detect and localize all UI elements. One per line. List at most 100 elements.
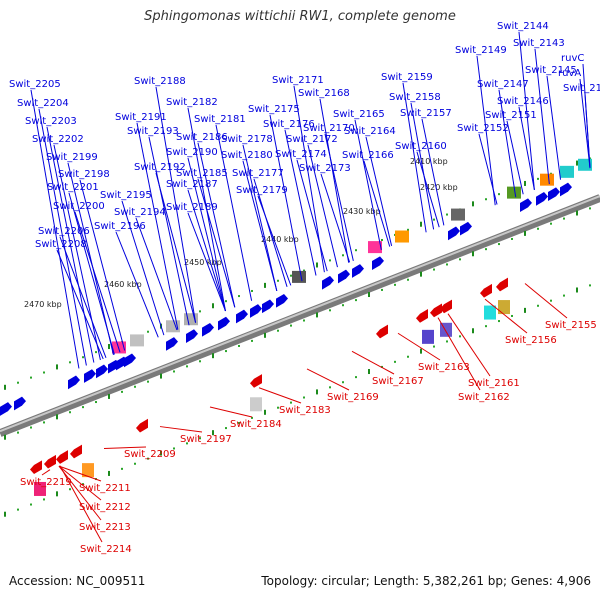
reverse-gene-label: Swit_2212: [79, 502, 131, 513]
scale-tick: [563, 294, 565, 297]
position-label: 2440 kbp: [261, 235, 299, 244]
scale-tick: [498, 193, 500, 196]
scale-tick: [69, 411, 71, 414]
scale-tick: [212, 430, 214, 436]
scale-tick: [355, 299, 357, 302]
forward-gene-arrow: [236, 309, 248, 324]
scale-tick: [576, 287, 578, 293]
scale-tick: [264, 282, 266, 288]
scale-tick: [316, 262, 318, 268]
scale-tick: [4, 384, 6, 390]
forward-gene-arrow: [0, 402, 12, 416]
scale-tick: [147, 330, 149, 333]
scale-tick: [290, 401, 292, 404]
forward-gene-label: Swit_2196: [94, 221, 146, 232]
scale-tick: [446, 263, 448, 266]
reverse-gene-label: Swit_2161: [468, 378, 520, 389]
scale-tick: [394, 283, 396, 286]
forward-gene-label: ruvC: [561, 53, 584, 64]
forward-gene-connector: [38, 108, 87, 366]
scale-tick: [550, 222, 552, 225]
scale-tick: [43, 421, 45, 424]
scale-tick: [251, 416, 253, 419]
forward-gene-connector: [584, 93, 591, 169]
forward-gene-label: Swit_2208: [35, 239, 87, 250]
feature-block: [250, 397, 262, 412]
forward-gene-arrow: [124, 353, 136, 368]
forward-gene-label: Swit_2168: [298, 88, 350, 99]
scale-tick: [511, 237, 513, 240]
feature-block: [368, 241, 382, 254]
forward-gene-connector: [253, 178, 288, 287]
forward-gene-arrow: [202, 322, 214, 337]
feature-block: [82, 463, 94, 478]
reverse-gene-connector: [258, 387, 302, 404]
feature-block: [540, 173, 554, 186]
scale-tick: [498, 320, 500, 323]
forward-gene-connector: [115, 231, 159, 338]
scale-tick: [121, 390, 123, 393]
scale-tick: [420, 221, 422, 227]
forward-gene-connector: [363, 160, 391, 247]
forward-gene-label: Swit_2188: [134, 76, 186, 87]
reverse-gene-arrow: [44, 454, 56, 469]
feature-block: [395, 230, 409, 243]
reverse-gene-connector: [58, 465, 102, 521]
scale-tick: [43, 498, 45, 501]
reverse-gene-label: Swit_2214: [80, 544, 132, 555]
feature-block: [292, 270, 306, 283]
scale-tick: [303, 396, 305, 399]
scale-tick: [30, 426, 32, 429]
forward-gene-arrow: [460, 221, 472, 236]
scale-tick: [329, 386, 331, 389]
forward-gene-arrow: [96, 364, 108, 379]
forward-gene-connector: [534, 48, 550, 185]
scale-tick: [433, 218, 435, 221]
scale-tick: [329, 259, 331, 262]
forward-gene-label: Swit_2179: [236, 185, 288, 196]
forward-gene-label: Swit_2175: [248, 104, 300, 115]
position-label: 2450 kbp: [184, 258, 222, 267]
feature-block: [112, 341, 126, 354]
feature-block: [484, 305, 496, 320]
scale-tick: [355, 376, 357, 379]
reverse-gene-label: Swit_2155: [545, 320, 597, 331]
forward-gene-connector: [284, 129, 317, 276]
forward-gene-label: Swit_2202: [32, 134, 84, 145]
forward-gene-arrow: [276, 293, 288, 308]
forward-gene-arrow: [520, 198, 532, 213]
reverse-gene-connector: [397, 332, 441, 361]
forward-gene-connector: [197, 178, 236, 308]
reverse-gene-arrow: [496, 277, 508, 292]
scale-tick: [420, 271, 422, 277]
scale-tick: [576, 160, 578, 166]
forward-gene-label: Swit_2201: [47, 182, 99, 193]
scale-tick: [550, 299, 552, 302]
genome-backbone: [0, 194, 600, 437]
forward-gene-connector: [242, 160, 278, 291]
forward-gene-connector: [215, 124, 253, 301]
feature-block: [422, 329, 434, 344]
forward-gene-arrow: [14, 396, 26, 411]
reverse-gene-connector: [209, 406, 253, 418]
forward-gene-label: Swit_2146: [497, 96, 549, 107]
scale-tick: [108, 344, 110, 350]
forward-gene-connector: [155, 86, 197, 323]
reverse-gene-label: Swit_2169: [327, 392, 379, 403]
feature-block: [130, 334, 144, 347]
scale-tick: [4, 511, 6, 517]
scale-tick: [69, 361, 71, 364]
scale-tick: [485, 198, 487, 201]
scale-tick: [420, 348, 422, 354]
position-label: 2410 kbp: [410, 157, 448, 166]
scale-tick: [108, 393, 110, 399]
forward-gene-connector: [579, 78, 591, 169]
scale-tick: [147, 380, 149, 383]
feature-block: [560, 165, 574, 178]
reverse-gene-connector: [351, 350, 395, 375]
forward-gene-label: Swit_2177: [232, 168, 284, 179]
forward-gene-label: Swit_2178: [221, 134, 273, 145]
forward-gene-label: Swit_2180: [221, 150, 273, 161]
forward-gene-connector: [187, 157, 226, 312]
